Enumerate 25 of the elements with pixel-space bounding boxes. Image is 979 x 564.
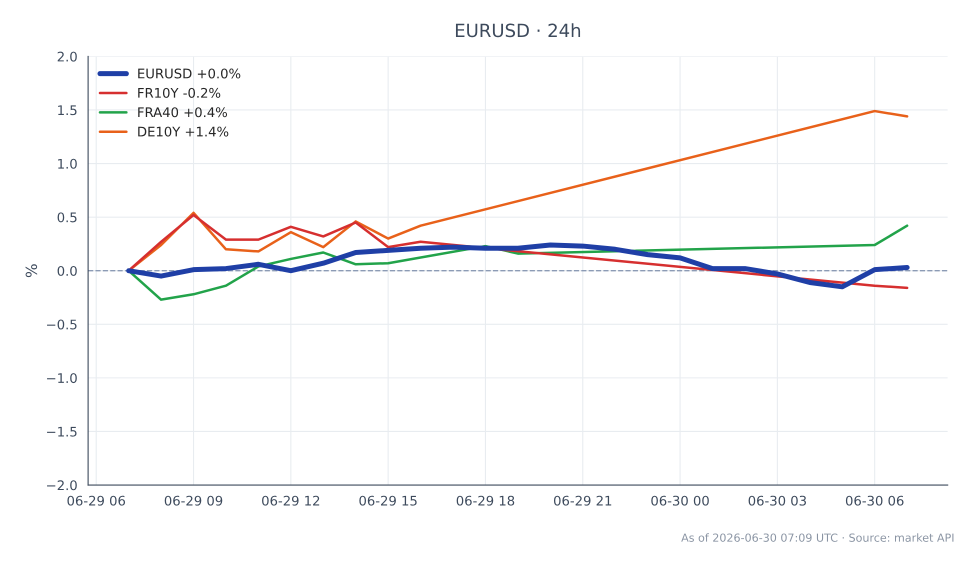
y-axis-title: % — [26, 264, 38, 278]
y-tick-label: 1.0 — [58, 158, 77, 169]
x-tick-label: 06-30 00 — [651, 496, 709, 506]
y-tick-label: −1.0 — [47, 373, 77, 384]
y-tick-label: 0.0 — [58, 266, 77, 276]
x-tick-label: 06-29 09 — [164, 496, 222, 506]
legend-label: DE10Y +1.4% — [138, 126, 228, 137]
x-tick-label: 06-29 12 — [262, 496, 320, 506]
x-tick-label: 06-30 06 — [846, 496, 904, 506]
x-tick-label: 06-29 21 — [554, 496, 612, 506]
y-tick-label: 1.5 — [58, 105, 77, 116]
chart-title: EURUSD · 24h — [456, 23, 580, 38]
y-tick-label: 2.0 — [58, 52, 77, 62]
legend-label: EURUSD +0.0% — [138, 68, 240, 78]
y-tick-label: 0.5 — [58, 212, 77, 222]
x-tick-label: 06-29 15 — [359, 496, 417, 506]
x-tick-label: 06-30 03 — [748, 496, 806, 506]
y-tick-label: −2.0 — [47, 480, 77, 490]
legend-label: FRA40 +0.4% — [138, 107, 228, 118]
y-tick-label: −0.5 — [47, 320, 77, 330]
y-tick-label: −1.5 — [47, 426, 77, 437]
x-tick-label: 06-29 06 — [67, 496, 126, 506]
x-tick-label: 06-29 18 — [456, 496, 514, 506]
legend-label: FR10Y -0.2% — [138, 88, 220, 98]
text: As of 2026-06-30 07:09 UTC · Source: market API — [681, 533, 954, 542]
